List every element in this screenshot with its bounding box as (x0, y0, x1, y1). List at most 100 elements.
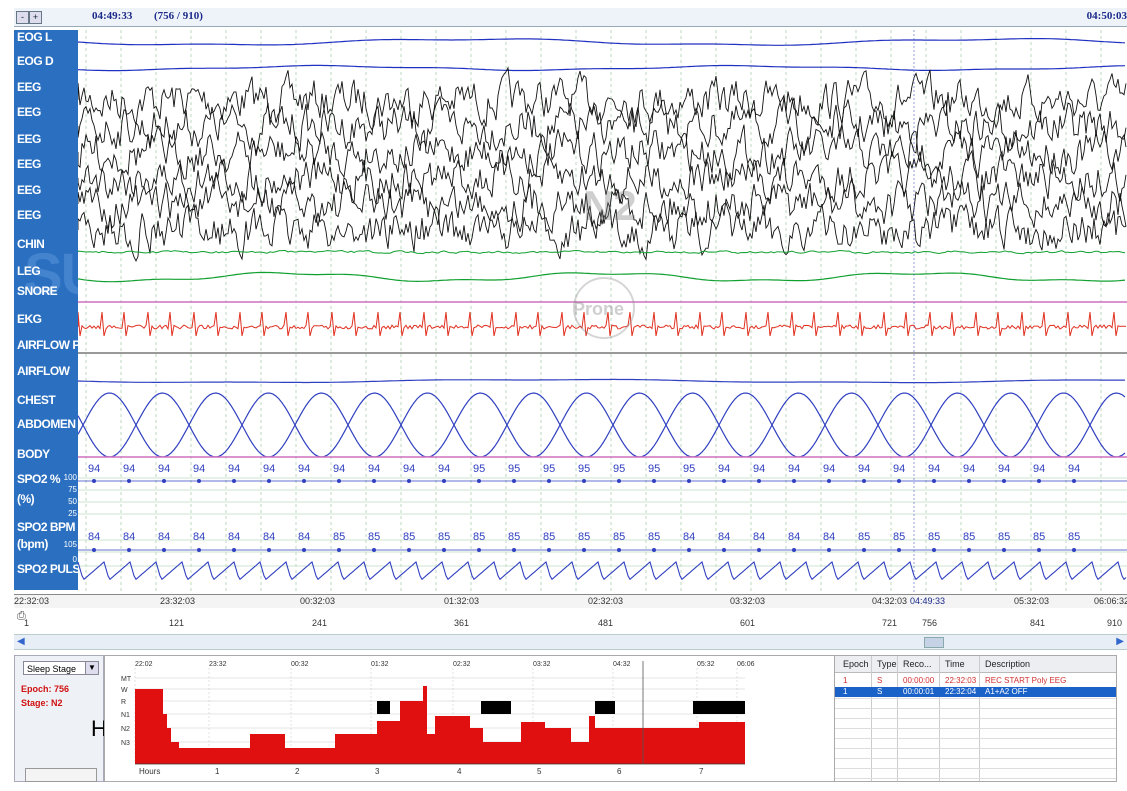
chin-trace (78, 249, 1126, 255)
panel-button[interactable] (25, 768, 97, 782)
bpm-value: 85 (928, 531, 940, 543)
spo2-scale-number: 100 (63, 473, 77, 482)
epoch-axis-label: 601 (740, 618, 756, 628)
channel-label: SNORE (17, 284, 58, 298)
hypnogram-time-label: 00:32 (291, 661, 309, 668)
spo2-value: 94 (858, 463, 870, 475)
hypnogram-sleep-bar (427, 734, 435, 764)
bpm-value: 85 (473, 531, 485, 543)
channel-label-column: SUS EOG L EOG D EEG EEG EEG EEG EEG EEG CHIN LEG S… (14, 30, 78, 590)
spo2-value: 95 (543, 463, 555, 475)
event-column-header[interactable]: Type (877, 659, 897, 669)
channel-label: CHIN (17, 237, 45, 251)
spo2-value: 94 (963, 463, 975, 475)
event-grid-line (835, 718, 1116, 719)
hypnogram-time-label: 04:32 (613, 661, 631, 668)
printer-icon[interactable]: ⎙ (17, 610, 26, 622)
event-cell-time: 22:32:04 (945, 687, 977, 696)
channel-label: CHEST (17, 393, 56, 407)
hypnogram-sleep-bar (285, 748, 335, 764)
epoch-axis-label: 1 (24, 618, 30, 628)
bpm-value: 85 (998, 531, 1010, 543)
hypnogram-hour-tick: 1 (215, 767, 220, 776)
hypnogram-rem-bar (693, 701, 745, 714)
leg-trace (78, 271, 1126, 283)
channel-label: EKG (17, 312, 42, 326)
spo2-value: 95 (578, 463, 590, 475)
bpm-value: 84 (193, 531, 205, 543)
event-column-header[interactable]: Reco... (903, 659, 932, 669)
spo2-value: 95 (683, 463, 695, 475)
spo2-value: 94 (1068, 463, 1080, 475)
chest-trace (78, 392, 1126, 458)
spo2-value: 94 (788, 463, 800, 475)
bpm-value: 85 (578, 531, 590, 543)
event-column-header[interactable]: Epoch (843, 659, 869, 669)
eeg-trace (78, 149, 1127, 205)
bpm-value: 85 (893, 531, 905, 543)
abdomen-trace (78, 392, 1126, 458)
bpm-scale-number: 0 (72, 555, 77, 564)
pulse-trace (78, 561, 1127, 581)
time-axis-label: 01:32:03 (444, 596, 480, 606)
epoch-header-bar: - + 04:49:33 (756 / 910) 04:50:03 (14, 8, 1127, 27)
bpm-value: 84 (263, 531, 275, 543)
time-axis-label: 03:32:03 (730, 596, 766, 606)
hypnogram-sleep-bar (250, 734, 285, 764)
watermark-logo: SUS (24, 242, 78, 307)
event-row[interactable]: 1 S 00:00:01 22:32:04 A1+A2 OFF (835, 687, 1116, 697)
spo2-value: 94 (88, 463, 100, 475)
epoch-scrollbar[interactable]: ◀ ▶ (14, 634, 1127, 650)
hypnogram-sleep-bar (171, 742, 179, 764)
hypnogram-time-label: 06:06 (737, 661, 755, 668)
scroll-right-icon[interactable]: ▶ (1116, 636, 1124, 647)
event-grid-line (835, 758, 1116, 759)
time-axis-label: 04:49:33 (910, 596, 946, 606)
bpm-value: 85 (333, 531, 345, 543)
minus-button[interactable]: - (16, 11, 29, 24)
event-column-header[interactable]: Time (945, 659, 965, 669)
plus-button[interactable]: + (29, 11, 42, 24)
epoch-start-time: 04:49:33 (92, 10, 133, 22)
hypnogram-sleep-bar (423, 686, 427, 764)
hypnogram-time-label: 03:32 (533, 661, 551, 668)
spo2-value: 94 (158, 463, 170, 475)
position-overlay: N2 Prone (573, 182, 637, 339)
hypnogram-hour-tick: 6 (617, 767, 622, 776)
hypnogram[interactable]: 22:02 23:32 00:32 01:32 02:32 03:32 04:32 05:32… (104, 655, 836, 782)
event-column-header[interactable]: Description (985, 659, 1031, 669)
spo2-value: 94 (333, 463, 345, 475)
time-axis-label: 04:32:03 (872, 596, 908, 606)
hypnogram-time-label: 22:02 (135, 661, 153, 668)
event-grid-line (835, 748, 1116, 749)
scroll-left-icon[interactable]: ◀ (17, 636, 25, 647)
epoch-axis-label: 241 (312, 618, 328, 628)
time-axis-label: 02:32:03 (588, 596, 624, 606)
hypnogram-sleep-bar (617, 728, 699, 764)
stage-dropdown[interactable]: Sleep Stage ▼ (23, 661, 99, 675)
hypnogram-sleep-bar (483, 742, 521, 764)
hypnogram-hour-tick: 4 (457, 767, 462, 776)
eog-left-trace (78, 38, 1126, 46)
bpm-value: 85 (403, 531, 415, 543)
epoch-axis-label: 756 (922, 618, 938, 628)
hypnogram-hour-tick: 2 (295, 767, 300, 776)
bpm-value: 84 (158, 531, 170, 543)
spo2-value: 94 (228, 463, 240, 475)
spo2-value: 95 (473, 463, 485, 475)
hypnogram-rem-bar (481, 701, 511, 714)
signal-trace-area[interactable]: 94 94 94 94 94 94 94 94 94 94 94 95 95 95 95 95 95 95 94 94… (78, 30, 1127, 592)
hypnogram-sleep-bar (435, 716, 470, 764)
hypnogram-sleep-bar (521, 722, 545, 764)
time-axis-label: 05:32:03 (1014, 596, 1050, 606)
chevron-down-icon[interactable]: ▼ (85, 662, 98, 674)
channel-label: EEG (17, 105, 41, 119)
hypnogram-hours-label: Hours (139, 767, 160, 776)
spo2-value: 95 (508, 463, 520, 475)
scroll-thumb[interactable] (924, 637, 944, 648)
hypnogram-stage-label: N1 (121, 712, 130, 719)
hypnogram-stage-label: R (121, 699, 126, 706)
event-row[interactable]: 1 S 00:00:00 22:32:03 REC START Poly EEG (835, 676, 1116, 686)
spo2-value: 94 (718, 463, 730, 475)
epoch-counter: (756 / 910) (154, 10, 203, 22)
